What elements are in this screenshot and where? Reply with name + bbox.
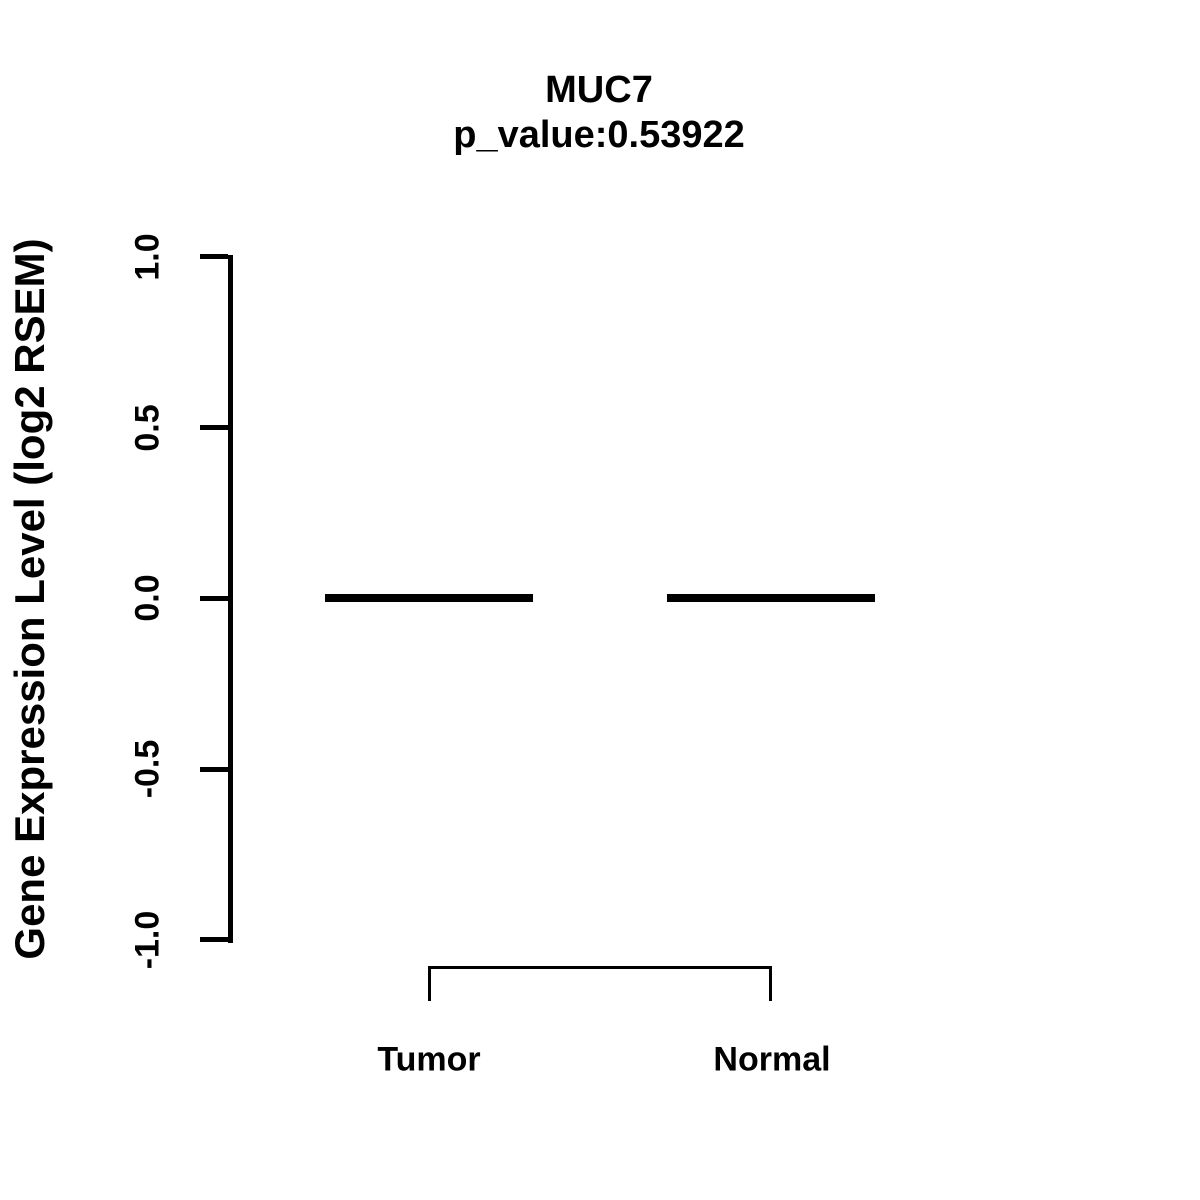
- y-tick-mark: [200, 596, 228, 601]
- category-label-tumor: Tumor: [377, 1040, 481, 1079]
- y-tick-mark: [200, 937, 228, 942]
- y-tick-label: -0.5: [128, 739, 167, 799]
- y-tick-mark: [200, 767, 228, 772]
- comparison-bracket-left-end: [428, 966, 431, 1001]
- y-tick-mark: [200, 425, 228, 430]
- chart-title: MUC7: [545, 69, 653, 111]
- comparison-bracket-right-end: [769, 966, 772, 1001]
- y-axis-label: Gene Expression Level (log2 RSEM): [6, 238, 53, 960]
- y-tick-label: 0.0: [128, 574, 167, 622]
- y-axis-line: [228, 255, 233, 943]
- normal-boxplot-median: [667, 594, 875, 602]
- comparison-bracket-horizontal: [428, 966, 772, 969]
- chart-title-block: MUC7 p_value:0.53922: [199, 68, 999, 158]
- y-tick-label: -1.0: [128, 910, 167, 970]
- y-tick-label: 0.5: [128, 404, 167, 452]
- tumor-boxplot-median: [325, 594, 533, 602]
- y-tick-label: 1.0: [128, 233, 167, 281]
- chart-subtitle-pvalue: p_value:0.53922: [453, 114, 745, 156]
- y-tick-mark: [200, 254, 228, 259]
- category-label-normal: Normal: [713, 1040, 831, 1079]
